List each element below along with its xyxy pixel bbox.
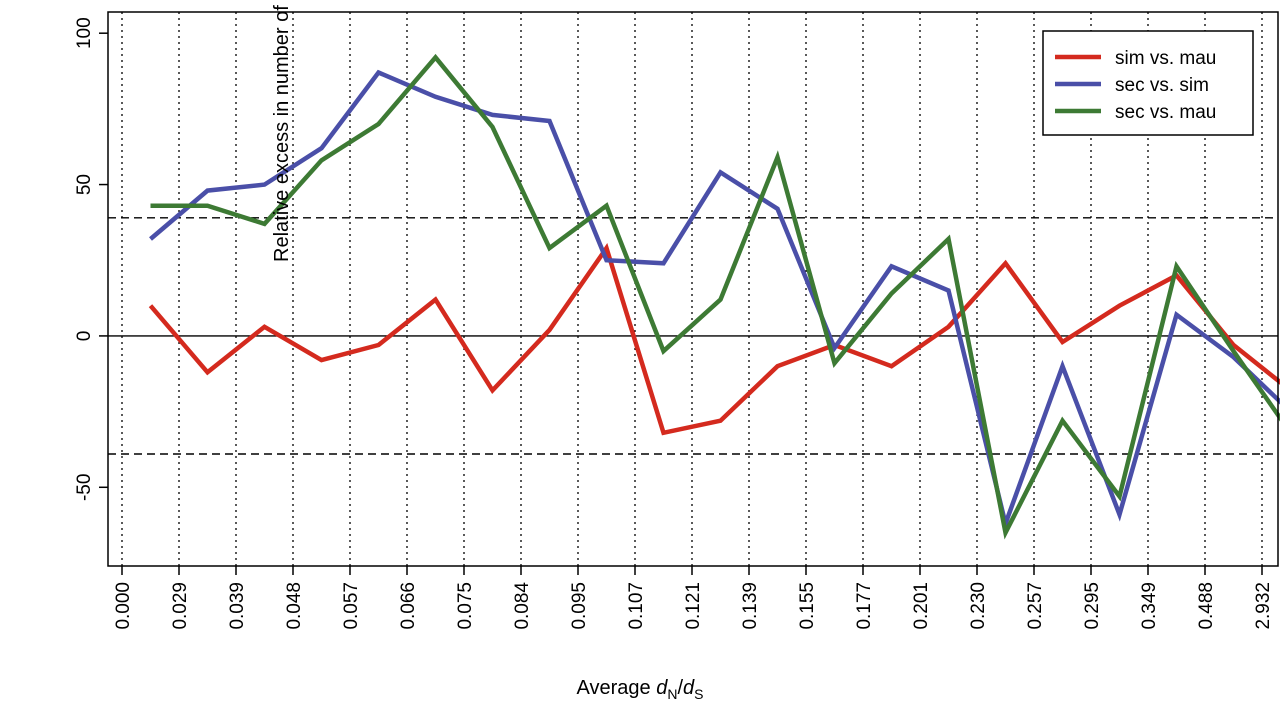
x-tick-label: 0.057 (341, 582, 362, 630)
legend: sim vs. mau sec vs. sim sec vs. mau (1042, 30, 1254, 136)
x-tick-label: 0.084 (512, 582, 533, 630)
x-tick-label: 0.230 (968, 582, 989, 630)
series-line-1 (148, 243, 1280, 436)
x-tick-label: 0.075 (455, 582, 476, 630)
x-tick-label: 0.000 (113, 582, 134, 630)
x-tick-label: 0.066 (398, 582, 419, 630)
x-axis-title: Average dN/dS (577, 677, 704, 701)
x-tick-label: 0.039 (227, 582, 248, 630)
x-tick-label: 0.155 (797, 582, 818, 630)
legend-label: sim vs. mau (1115, 48, 1216, 69)
x-tick-label: 0.029 (170, 582, 191, 630)
x-tick-label: 0.121 (683, 582, 704, 630)
x-axis: 0.000 0.029 0.039 0.048 0.057 0.066 0.075 0.084… (113, 566, 1274, 630)
y-axis-title: Relative excess in number of genes with … (271, 0, 296, 262)
legend-label: sec vs. sim (1115, 75, 1209, 96)
x-tick-label: 0.095 (569, 582, 590, 630)
x-tick-label: 0.488 (1196, 582, 1217, 630)
x-tick-label: 0.201 (911, 582, 932, 630)
x-tick-label: 0.107 (626, 582, 647, 630)
series-line-2 (149, 69, 1280, 532)
plot-frame (107, 11, 1279, 567)
x-tick-label: 0.048 (284, 582, 305, 630)
x-tick-label: 0.177 (854, 582, 875, 630)
y-axis: -50 0 50 100 (74, 17, 108, 501)
legend-label: sec vs. mau (1115, 102, 1216, 123)
y-tick-label: 50 (74, 174, 95, 195)
y-tick-label: -50 (74, 474, 95, 501)
series-line-3 (150, 53, 1280, 540)
y-tick-label: 0 (74, 331, 95, 342)
x-tick-label: 0.295 (1082, 582, 1103, 630)
x-tick-label: 0.139 (740, 582, 761, 630)
x-tick-label: 0.349 (1139, 582, 1160, 630)
x-tick-label: 0.257 (1025, 582, 1046, 630)
x-tick-label: 2.932 (1253, 582, 1274, 630)
series-lines (148, 53, 1280, 540)
y-tick-label: 100 (74, 17, 95, 49)
